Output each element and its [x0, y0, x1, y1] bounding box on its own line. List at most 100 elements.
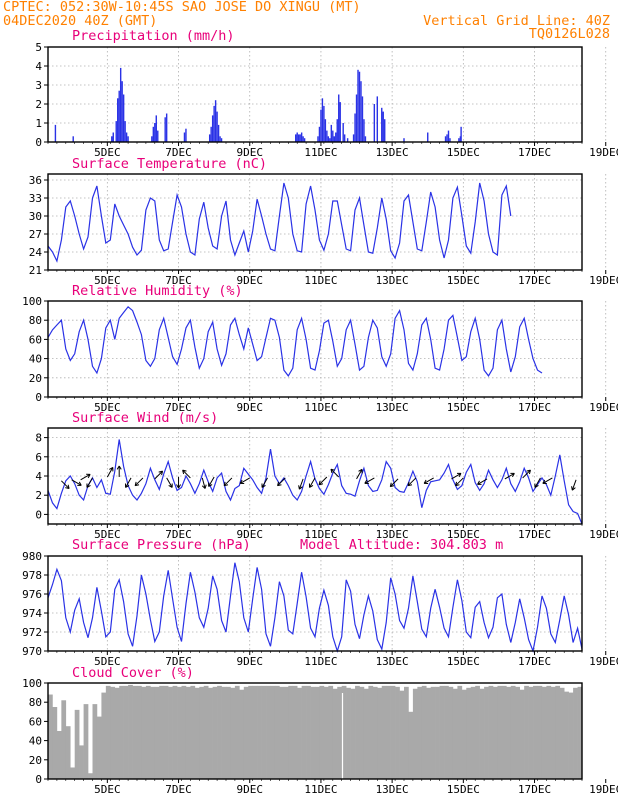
- cloud-ytick-label: 40: [29, 735, 42, 748]
- precip-bar: [302, 136, 304, 142]
- wind-arrow-head: [261, 483, 266, 488]
- wind-arrow-head: [571, 486, 576, 491]
- wind-arrow-head: [456, 472, 462, 478]
- cloud-ytick-label: 80: [29, 696, 42, 709]
- cloud-bar: [417, 686, 423, 779]
- temp-ytick-label: 36: [29, 174, 42, 187]
- wind-arrow: [239, 477, 250, 484]
- wind-arrow: [261, 477, 268, 488]
- cloud-bar: [359, 686, 365, 779]
- cloud-bar: [341, 685, 347, 779]
- wind-arrow-shaft: [423, 477, 434, 484]
- wind-arrow-head: [109, 466, 114, 472]
- cloud-xtick-label: 15DEC: [447, 783, 480, 796]
- precip-bar: [219, 136, 221, 142]
- precip-bar: [119, 67, 122, 142]
- precip-bar: [151, 136, 153, 142]
- precip-panel: 0 1 2 3 4 5 5DEC 7DEC 9DEC 11DEC 13DEC 15DEC 17DEC 19…: [35, 41, 618, 159]
- precip-bar: [335, 132, 337, 142]
- precip-bar: [155, 115, 157, 142]
- cloud-bar: [105, 685, 111, 779]
- wind-arrow: [277, 477, 286, 487]
- cloud-bar: [404, 686, 409, 779]
- cloud-title: Cloud Cover (%): [72, 665, 194, 681]
- wind-arrow: [106, 466, 114, 478]
- cloud-bar: [56, 731, 62, 779]
- precip-bar: [403, 138, 405, 142]
- precip-bar: [460, 126, 462, 142]
- precip-bar: [339, 102, 341, 142]
- cloud-bar: [119, 685, 124, 779]
- cloud-bar: [261, 685, 267, 779]
- cloud-bar: [337, 686, 342, 779]
- pressure-xtick-label: 5DEC: [94, 655, 121, 668]
- precip-bar: [358, 71, 361, 142]
- cloud-bar: [368, 685, 374, 779]
- pressure-xtick-label: 15DEC: [447, 655, 480, 668]
- wind-arrow: [308, 477, 316, 488]
- precip-bar: [303, 138, 306, 142]
- precip-bar: [54, 124, 57, 142]
- cloud-bar: [448, 686, 454, 779]
- cloud-bar: [128, 684, 133, 779]
- cloud-xtick-label: 5DEC: [94, 783, 121, 796]
- cloud-bar: [372, 686, 378, 779]
- cloud-bar: [297, 687, 302, 779]
- rh-ytick-label: 80: [29, 314, 42, 327]
- pressure-xtick-label: 7DEC: [165, 655, 192, 668]
- cloud-bar: [88, 773, 93, 779]
- wind-arrow-head: [526, 469, 531, 475]
- rh-xtick-label: 7DEC: [165, 401, 192, 414]
- precip-bar: [211, 115, 214, 142]
- cloud-xtick-label: 9DEC: [236, 783, 263, 796]
- cloud-bar: [381, 685, 387, 779]
- rh-xtick-label: 9DEC: [236, 401, 263, 414]
- cloud-bar: [266, 685, 271, 779]
- cloud-bar: [546, 685, 552, 779]
- wind-arrow-shaft: [182, 469, 191, 479]
- cloud-bar: [243, 686, 249, 779]
- precip-ytick-label: 0: [35, 136, 42, 149]
- cloud-bar: [466, 687, 472, 779]
- cloud-bar: [386, 685, 391, 779]
- wind-arrow-head: [134, 481, 140, 487]
- cloud-bar: [279, 686, 285, 779]
- temp-xtick-label: 9DEC: [236, 274, 263, 287]
- cloud-bar: [52, 707, 58, 779]
- temp-xtick-label: 13DEC: [376, 274, 409, 287]
- precip-bar: [446, 134, 448, 142]
- cloud-bar: [444, 685, 449, 779]
- precip-ytick-label: 1: [35, 117, 42, 130]
- precip-bar: [154, 123, 156, 142]
- cloud-bar: [234, 685, 240, 779]
- cloud-bar: [96, 716, 102, 779]
- temp-ytick-label: 24: [29, 246, 43, 259]
- pressure-title: Surface Pressure (hPa): [72, 537, 251, 553]
- rh-xtick-label: 5DEC: [94, 401, 121, 414]
- wind-arrow: [60, 480, 70, 490]
- precip-bar: [321, 98, 324, 142]
- cloud-bar: [390, 685, 396, 779]
- pressure-ytick-label: 976: [22, 588, 42, 601]
- cloud-bar: [346, 687, 351, 779]
- precip-bar: [296, 132, 298, 142]
- wind-arrow-shaft: [134, 477, 144, 487]
- cloud-xtick-label: 13DEC: [376, 783, 409, 796]
- precip-bar: [336, 119, 338, 142]
- cloud-ytick-label: 20: [29, 754, 42, 767]
- wind-arrow-shaft: [522, 469, 531, 479]
- wind-ytick-label: 4: [35, 470, 42, 483]
- precip-bar: [297, 134, 300, 142]
- precip-bar: [127, 136, 129, 142]
- precip-bar: [214, 100, 217, 142]
- cloud-bar: [470, 686, 476, 779]
- wind-arrow-head: [510, 472, 515, 478]
- cloud-bar: [92, 704, 98, 779]
- cloud-bar: [426, 687, 431, 779]
- wind-ytick-label: 0: [35, 508, 42, 521]
- cloud-bar: [555, 685, 561, 779]
- temp-ytick-label: 27: [29, 228, 42, 241]
- wind-arrow-head: [407, 481, 413, 487]
- cloud-bar: [430, 686, 436, 779]
